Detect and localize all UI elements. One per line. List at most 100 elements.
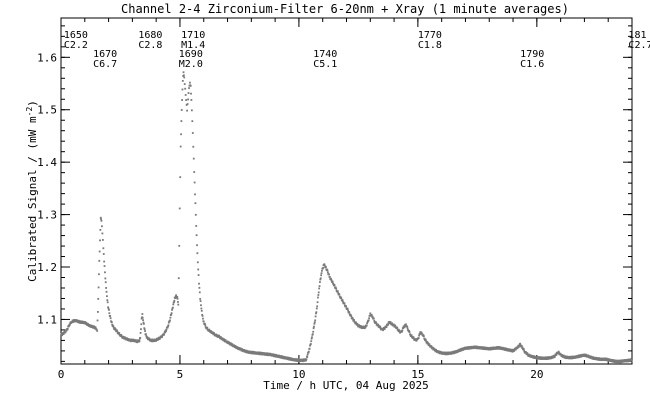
data-point: [526, 353, 529, 356]
data-point: [98, 250, 101, 253]
data-point: [572, 355, 574, 358]
data-point: [475, 347, 478, 350]
data-point: [502, 347, 505, 350]
data-point: [252, 352, 254, 355]
data-point: [462, 349, 464, 351]
data-point: [310, 337, 313, 340]
flare-time-label: 1710: [181, 30, 205, 41]
data-point: [384, 326, 386, 329]
data-point: [248, 350, 250, 353]
flare-class-label: C2.8: [138, 40, 162, 51]
data-point: [197, 274, 200, 276]
data-point: [175, 294, 178, 297]
data-point: [131, 338, 134, 341]
data-point: [312, 330, 315, 333]
data-point: [591, 357, 594, 360]
data-point: [179, 176, 182, 179]
data-point: [98, 259, 101, 262]
data-point: [174, 295, 177, 298]
data-point: [180, 133, 182, 136]
data-point: [366, 322, 369, 325]
data-point: [450, 352, 453, 355]
data-point: [282, 357, 284, 360]
data-point: [310, 340, 313, 343]
data-point: [267, 354, 269, 357]
data-point: [125, 337, 128, 339]
data-point: [496, 347, 499, 350]
data-point: [297, 360, 300, 362]
data-point: [224, 339, 227, 341]
data-point: [192, 157, 195, 160]
data-point: [575, 356, 578, 359]
data-point: [80, 322, 83, 325]
data-point: [345, 305, 348, 308]
data-point: [106, 295, 108, 298]
data-point: [441, 353, 443, 355]
data-point: [359, 324, 362, 327]
data-point: [308, 347, 311, 350]
data-point: [505, 347, 507, 350]
flare-class-label: C5.1: [313, 59, 337, 70]
data-point: [75, 319, 77, 321]
data-point: [444, 351, 447, 354]
data-point: [418, 334, 420, 337]
data-point: [134, 340, 137, 343]
data-point: [159, 336, 162, 339]
data-point: [193, 181, 196, 184]
data-point: [73, 319, 75, 321]
data-point: [187, 92, 190, 94]
data-point: [191, 132, 194, 134]
data-point: [138, 340, 141, 343]
data-point: [81, 320, 83, 323]
x-tick-label: 0: [58, 368, 65, 381]
data-point: [155, 339, 158, 342]
data-point: [171, 306, 174, 309]
data-point: [177, 303, 180, 306]
y-tick-label: 1.2: [37, 261, 57, 274]
chart-title: Channel 2-4 Zirconium-Filter 6-20nm + Xr…: [121, 2, 569, 16]
data-point: [477, 347, 480, 350]
data-point: [169, 319, 171, 322]
data-point: [305, 359, 307, 362]
x-axis-label: Time / h UTC, 04 Aug 2025: [263, 379, 429, 392]
data-point: [560, 353, 562, 356]
data-point: [215, 333, 217, 336]
data-point: [585, 353, 588, 356]
data-point: [94, 326, 97, 329]
data-point: [325, 266, 327, 268]
data-point: [247, 352, 250, 354]
data-point: [273, 355, 275, 358]
data-point: [523, 349, 526, 352]
data-point: [307, 350, 310, 353]
data-point: [72, 321, 75, 323]
data-point: [580, 355, 583, 358]
data-point: [101, 239, 104, 241]
data-point: [319, 281, 321, 283]
data-point: [198, 291, 201, 294]
data-point: [593, 356, 596, 359]
data-point: [336, 290, 339, 293]
data-point: [521, 346, 524, 349]
data-point: [142, 322, 145, 325]
data-point: [318, 287, 321, 290]
data-point: [194, 193, 196, 196]
data-point: [194, 213, 197, 216]
data-point: [87, 325, 90, 327]
data-point: [505, 349, 508, 352]
data-point: [104, 277, 107, 280]
data-point: [533, 357, 536, 359]
data-point: [553, 356, 556, 358]
data-point: [573, 355, 576, 358]
data-point: [89, 325, 92, 328]
data-point: [499, 348, 502, 350]
data-point: [77, 319, 80, 322]
data-point: [468, 347, 470, 350]
data-point: [287, 356, 290, 359]
data-point: [103, 260, 106, 263]
data-point: [516, 346, 519, 349]
data-point: [98, 273, 100, 276]
data-point: [143, 328, 146, 331]
data-point: [358, 324, 361, 327]
data-point: [182, 71, 185, 74]
data-point: [581, 355, 584, 357]
